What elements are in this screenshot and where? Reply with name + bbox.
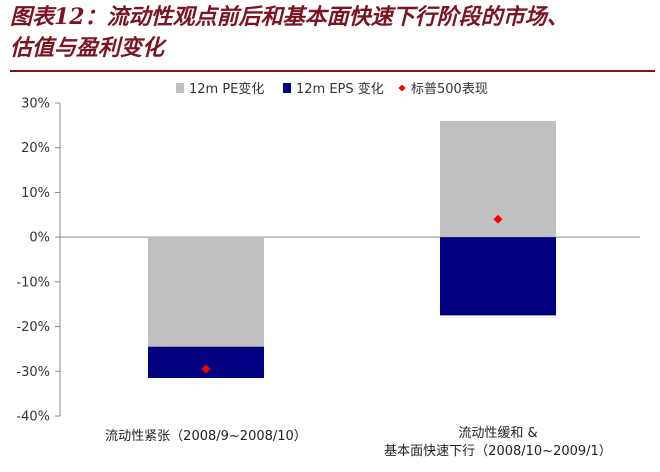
legend-swatch [283, 83, 291, 93]
index-markers [201, 214, 503, 374]
y-tick-label: -20% [16, 320, 50, 335]
y-tick-label: 20% [21, 141, 50, 156]
index-marker [201, 364, 211, 374]
legend: 12m PE变化 12m EPS 变化 标普500表现 [176, 81, 488, 97]
title-line-1: 图表12：流动性观点前后和基本面快速下行阶段的市场、 [10, 4, 569, 30]
title-divider [10, 70, 655, 72]
y-tick-label: 0% [29, 231, 50, 246]
legend-label: 12m PE变化 [189, 81, 264, 97]
category-label: 流动性紧张（2008/9~2008/10） [105, 429, 307, 444]
category-label: 流动性缓和 & [458, 426, 537, 441]
legend-swatch [398, 84, 406, 92]
y-tick-label: -40% [16, 410, 50, 425]
category-labels: 流动性紧张（2008/9~2008/10） 流动性缓和 & 基本面快速下行（2008… [105, 426, 612, 459]
legend-label: 12m EPS 变化 [296, 81, 384, 97]
chart-title: 图表12：流动性观点前后和基本面快速下行阶段的市场、 估值与盈利变化 [10, 2, 655, 64]
bar-segment [148, 237, 264, 347]
bar-segment [440, 237, 556, 316]
y-tick-label: -10% [16, 275, 50, 290]
title-line-2: 估值与盈利变化 [10, 35, 165, 61]
legend-swatch [176, 83, 184, 93]
index-marker [493, 214, 503, 224]
bars [148, 120, 556, 378]
legend-label: 标普500表现 [411, 82, 488, 97]
y-tick-label: 10% [21, 186, 50, 201]
y-tick-label: 30% [21, 97, 50, 112]
y-tick-label: -30% [16, 365, 50, 380]
category-label: 基本面快速下行（2008/10~2009/1） [384, 444, 612, 459]
